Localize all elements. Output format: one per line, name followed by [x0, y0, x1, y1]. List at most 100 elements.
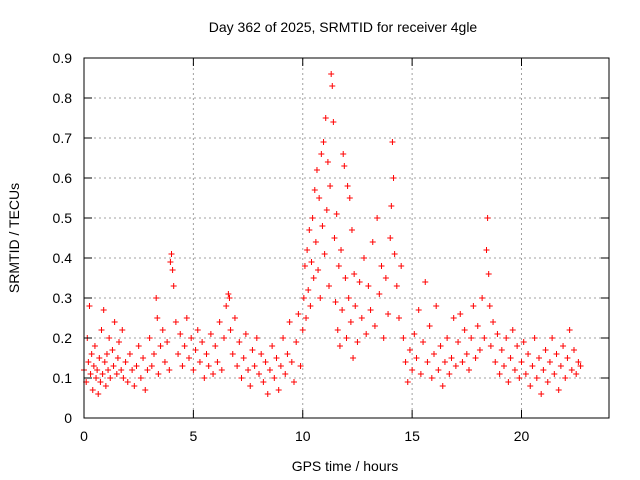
y-tick-label: 0.2 — [53, 330, 73, 346]
data-point — [240, 355, 247, 361]
data-point — [439, 383, 446, 389]
data-point — [144, 367, 151, 373]
data-point — [352, 303, 359, 309]
data-point — [346, 195, 353, 201]
data-point — [446, 371, 453, 377]
points-layer — [81, 71, 584, 397]
data-point — [312, 239, 319, 245]
x-tick-label: 20 — [514, 428, 530, 444]
data-point — [367, 307, 374, 313]
data-point — [113, 371, 120, 377]
data-point — [111, 319, 118, 325]
data-point — [468, 335, 475, 341]
data-point — [120, 375, 127, 381]
data-point — [544, 379, 551, 385]
data-point — [525, 351, 532, 357]
data-point — [417, 371, 424, 377]
data-point — [409, 367, 416, 373]
data-point — [365, 283, 372, 289]
data-point — [107, 375, 114, 381]
data-point — [509, 327, 516, 333]
data-point — [452, 363, 459, 369]
data-point — [135, 343, 142, 349]
data-point — [323, 207, 330, 213]
y-tick-label: 0 — [64, 410, 72, 426]
data-point — [214, 359, 221, 365]
data-point — [88, 351, 95, 357]
data-point — [94, 367, 101, 373]
data-point — [490, 319, 497, 325]
data-point — [476, 347, 483, 353]
data-point — [269, 343, 276, 349]
data-point — [487, 343, 494, 349]
data-point — [264, 391, 271, 397]
data-point — [212, 343, 219, 349]
y-tick-label: 0.7 — [53, 130, 73, 146]
data-point — [369, 239, 376, 245]
data-point — [406, 347, 413, 353]
data-point — [210, 371, 217, 377]
data-point — [461, 327, 468, 333]
data-point — [196, 359, 203, 365]
data-point — [398, 263, 405, 269]
data-point — [507, 355, 514, 361]
data-point — [450, 315, 457, 321]
data-point — [516, 375, 523, 381]
data-point — [245, 367, 252, 373]
data-point — [231, 315, 238, 321]
data-point — [320, 139, 327, 145]
data-point — [301, 263, 308, 269]
data-point — [293, 339, 300, 345]
data-point — [326, 283, 332, 289]
data-point — [229, 351, 236, 357]
y-axis-title: SRMTID / TECUs — [6, 183, 22, 293]
data-point — [536, 355, 542, 361]
data-point — [238, 375, 245, 381]
data-point — [192, 347, 199, 353]
x-tick-label: 15 — [404, 428, 420, 444]
data-point — [542, 347, 549, 353]
data-point — [338, 247, 345, 253]
data-point — [431, 351, 437, 357]
data-point — [99, 371, 106, 377]
data-point — [324, 159, 331, 165]
data-point — [307, 303, 314, 309]
data-point — [288, 359, 295, 365]
data-point — [571, 347, 577, 353]
data-point — [496, 371, 503, 377]
data-point — [474, 323, 481, 329]
data-point — [114, 355, 121, 361]
data-point — [105, 367, 112, 373]
data-point — [266, 367, 273, 373]
data-point — [177, 331, 184, 337]
data-point — [203, 351, 210, 357]
data-point — [505, 379, 512, 385]
data-point — [310, 275, 317, 281]
data-point — [566, 327, 573, 333]
data-point — [207, 331, 214, 337]
data-point — [277, 363, 284, 369]
y-tick-label: 0.4 — [53, 250, 73, 266]
data-point — [331, 235, 338, 241]
data-point — [374, 215, 381, 221]
data-point — [549, 335, 556, 341]
data-point — [85, 359, 92, 365]
data-point — [553, 351, 560, 357]
data-point — [361, 255, 367, 261]
data-point — [327, 183, 334, 189]
data-point — [420, 339, 427, 345]
data-point — [363, 331, 370, 337]
data-point — [444, 335, 451, 341]
data-point — [321, 251, 328, 257]
data-point — [218, 367, 225, 373]
data-point — [345, 295, 352, 301]
data-point — [308, 259, 315, 265]
data-point — [297, 363, 304, 369]
data-point — [330, 119, 337, 125]
data-point — [376, 291, 383, 297]
data-point — [291, 379, 297, 385]
data-point — [484, 215, 491, 221]
data-point — [142, 387, 149, 393]
data-point — [116, 339, 122, 345]
data-point — [188, 335, 195, 341]
